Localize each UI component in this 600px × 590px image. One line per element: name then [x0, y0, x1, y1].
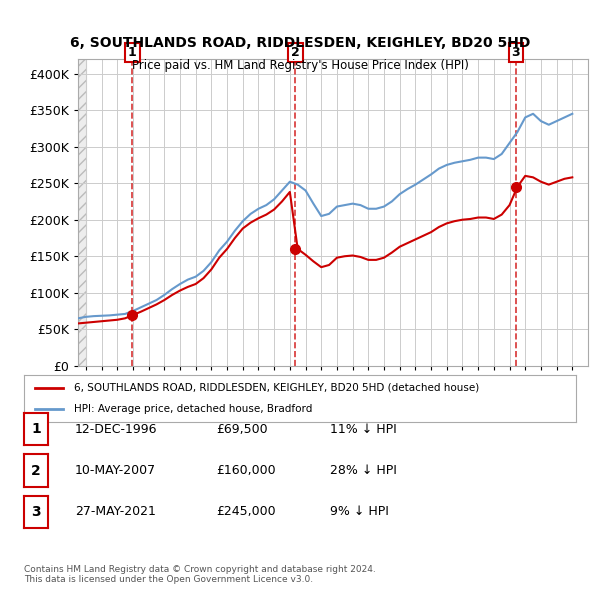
- Text: 6, SOUTHLANDS ROAD, RIDDLESDEN, KEIGHLEY, BD20 5HD (detached house): 6, SOUTHLANDS ROAD, RIDDLESDEN, KEIGHLEY…: [74, 383, 479, 393]
- Text: 12-DEC-1996: 12-DEC-1996: [75, 422, 157, 436]
- Bar: [78, 59, 86, 366]
- Bar: [78, 59, 86, 366]
- Text: Contains HM Land Registry data © Crown copyright and database right 2024.
This d: Contains HM Land Registry data © Crown c…: [24, 565, 376, 584]
- Text: 1: 1: [128, 46, 137, 59]
- Text: Price paid vs. HM Land Registry's House Price Index (HPI): Price paid vs. HM Land Registry's House …: [131, 59, 469, 72]
- Text: £245,000: £245,000: [216, 505, 275, 519]
- Text: 28% ↓ HPI: 28% ↓ HPI: [330, 464, 397, 477]
- Text: HPI: Average price, detached house, Bradford: HPI: Average price, detached house, Brad…: [74, 404, 312, 414]
- Text: 3: 3: [31, 505, 41, 519]
- Text: 9% ↓ HPI: 9% ↓ HPI: [330, 505, 389, 519]
- Text: £69,500: £69,500: [216, 422, 268, 436]
- Text: 2: 2: [291, 46, 300, 59]
- Text: 3: 3: [512, 46, 520, 59]
- Text: 1: 1: [31, 422, 41, 436]
- Text: 27-MAY-2021: 27-MAY-2021: [75, 505, 156, 519]
- Text: £160,000: £160,000: [216, 464, 275, 477]
- Text: 11% ↓ HPI: 11% ↓ HPI: [330, 422, 397, 436]
- Text: 10-MAY-2007: 10-MAY-2007: [75, 464, 156, 477]
- Text: 6, SOUTHLANDS ROAD, RIDDLESDEN, KEIGHLEY, BD20 5HD: 6, SOUTHLANDS ROAD, RIDDLESDEN, KEIGHLEY…: [70, 36, 530, 50]
- Text: 2: 2: [31, 464, 41, 477]
